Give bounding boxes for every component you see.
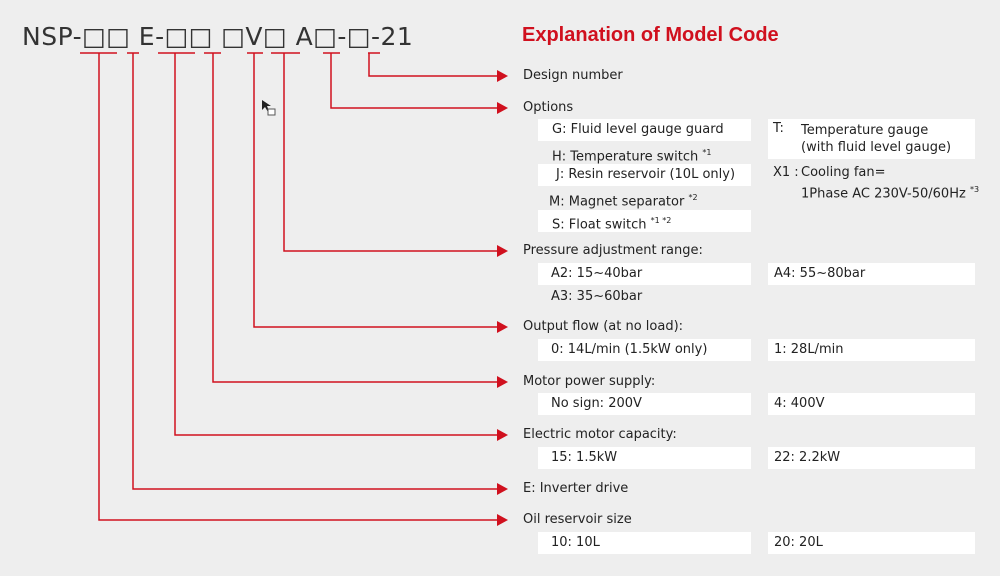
power-4: 4: 400V: [774, 396, 825, 411]
option-j: J: Resin reservoir (10L only): [556, 167, 736, 182]
model-code: NSP-□□ E-□□ □V□ A□-□-21: [22, 22, 414, 51]
pressure-a3: A3: 35~60bar: [551, 289, 643, 304]
option-s: S: Float switch *1 *2: [552, 216, 672, 233]
flow-0: 0: 14L/min (1.5kW only): [551, 342, 708, 357]
option-x1-key: X1 :: [773, 165, 799, 180]
cursor-icon: [262, 100, 276, 116]
option-x1: Cooling fan= 1Phase AC 230V-50/60Hz *3: [801, 165, 980, 202]
page-title: Explanation of Model Code: [522, 24, 779, 46]
pressure-a4: A4: 55~80bar: [774, 266, 866, 281]
inverter-label: E: Inverter drive: [523, 481, 629, 496]
reservoir-10: 10: 10L: [551, 535, 600, 550]
reservoir-label: Oil reservoir size: [523, 512, 632, 527]
power-0: No sign: 200V: [551, 396, 642, 411]
motor-15: 15: 1.5kW: [551, 450, 618, 465]
flow-label: Output flow (at no load):: [523, 319, 684, 334]
option-t: Temperature gauge (with fluid level gauge…: [801, 123, 952, 155]
motor-22: 22: 2.2kW: [774, 450, 841, 465]
reservoir-20: 20: 20L: [774, 535, 823, 550]
option-m: M: Magnet separator *2: [549, 193, 698, 210]
pressure-a2: A2: 15~40bar: [551, 266, 643, 281]
option-g: G: Fluid level gauge guard: [552, 122, 724, 137]
design-number-label: Design number: [523, 68, 623, 83]
motor-label: Electric motor capacity:: [523, 427, 677, 442]
option-t-key: T:: [773, 121, 784, 136]
power-label: Motor power supply:: [523, 374, 656, 389]
option-h: H: Temperature switch *1: [552, 148, 712, 165]
options-label: Options: [523, 100, 574, 115]
flow-1: 1: 28L/min: [774, 342, 844, 357]
pressure-label: Pressure adjustment range:: [523, 243, 703, 258]
